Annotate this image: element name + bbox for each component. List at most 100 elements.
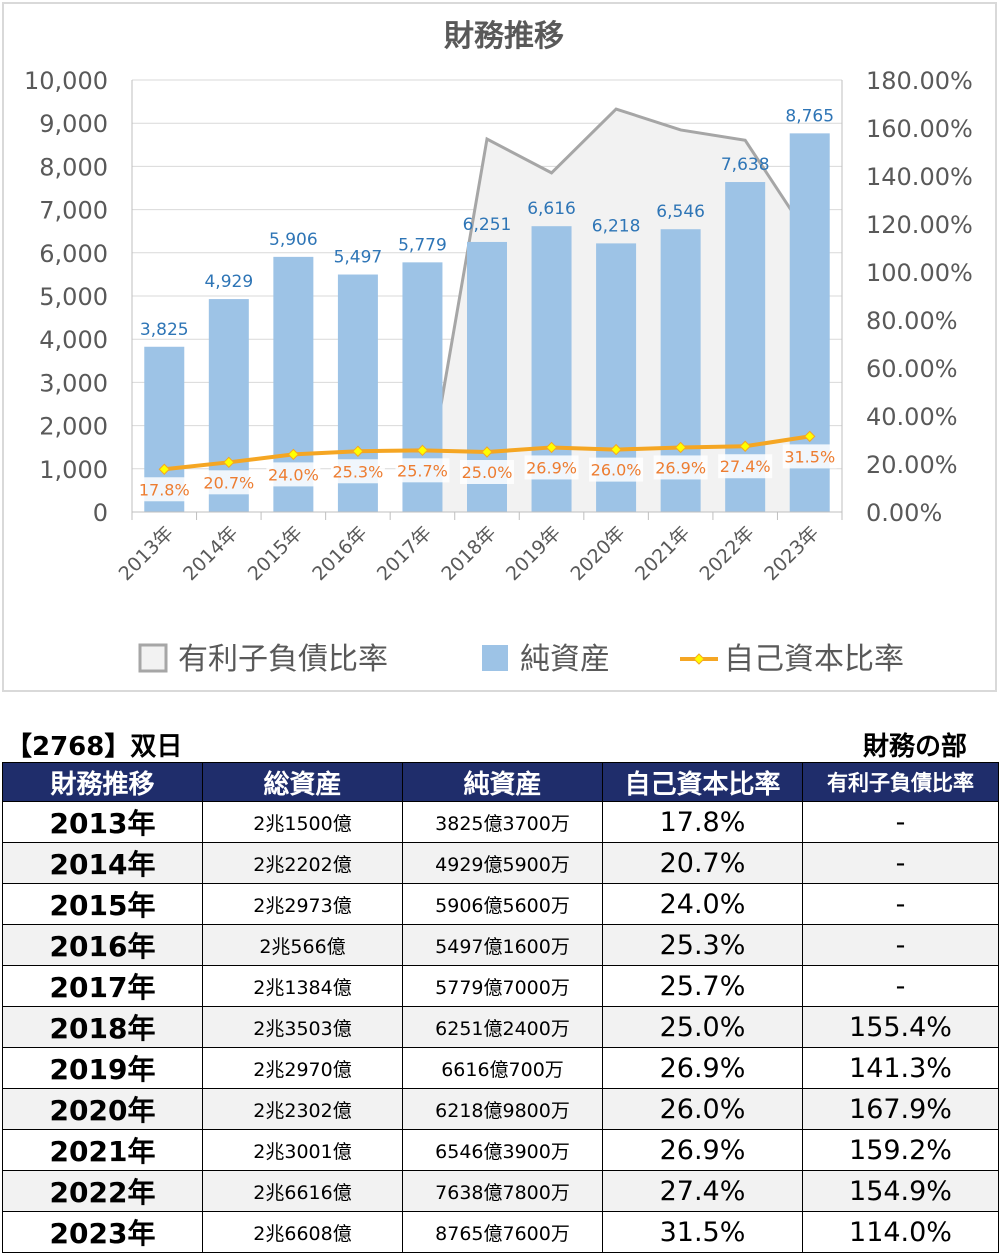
x-axis-tick-label: 2021年 xyxy=(631,522,694,585)
cell-year: 2020年 xyxy=(2,1088,203,1130)
legend-label-net-assets: 純資産 xyxy=(520,642,610,677)
cell-debt-ratio: - xyxy=(802,801,999,843)
cell-total-assets: 2兆6608億 xyxy=(202,1211,403,1253)
header-debt-ratio: 有利子負債比率 xyxy=(802,762,999,802)
cell-net-assets: 6251億2400万 xyxy=(402,1006,603,1048)
table-row: 2018年 2兆3503億 6251億2400万 25.0% 155.4% xyxy=(2,1006,999,1048)
table-row: 2023年 2兆6608億 8765億7600万 31.5% 114.0% xyxy=(2,1211,999,1253)
table-row: 2016年 2兆566億 5497億1600万 25.3% - xyxy=(2,924,999,966)
right-axis-tick-label: 100.00% xyxy=(866,259,973,287)
cell-debt-ratio: 167.9% xyxy=(802,1088,999,1130)
net-assets-data-label: 4,929 xyxy=(204,272,253,292)
equity-ratio-marker xyxy=(610,443,622,456)
cell-net-assets: 3825億3700万 xyxy=(402,801,603,843)
cell-net-assets: 8765億7600万 xyxy=(402,1211,603,1253)
equity-ratio-marker xyxy=(804,430,816,443)
right-axis-tick-label: 80.00% xyxy=(866,307,958,335)
x-axis-tick-label: 2015年 xyxy=(244,522,307,585)
left-axis-tick-label: 4,000 xyxy=(39,326,108,354)
x-axis-tick-label: 2019年 xyxy=(502,522,565,585)
financial-table: 財務推移 総資産 純資産 自己資本比率 有利子負債比率 2013年 2兆1500億… xyxy=(2,762,999,1253)
legend-marker-equity-ratio xyxy=(693,653,705,665)
table-row: 2013年 2兆1500億 3825億3700万 17.8% - xyxy=(2,801,999,843)
x-axis-tick-label: 2016年 xyxy=(308,522,371,585)
right-axis-tick-label: 120.00% xyxy=(866,211,973,239)
cell-total-assets: 2兆2970億 xyxy=(202,1047,403,1089)
equity-ratio-data-label: 17.8% xyxy=(139,480,190,499)
cell-equity-ratio: 27.4% xyxy=(602,1170,803,1212)
caption-row: 【2768】双日 財務の部 xyxy=(0,726,1001,762)
x-axis-tick-label: 2023年 xyxy=(760,522,823,585)
cell-year: 2018年 xyxy=(2,1006,203,1048)
cell-debt-ratio: - xyxy=(802,842,999,884)
cell-debt-ratio: 155.4% xyxy=(802,1006,999,1048)
equity-ratio-data-label: 25.3% xyxy=(332,462,383,481)
section-label: 財務の部 xyxy=(862,732,967,762)
equity-ratio-label-bg xyxy=(137,477,192,502)
table-row: 2020年 2兆2302億 6218億9800万 26.0% 167.9% xyxy=(2,1088,999,1130)
cell-year: 2022年 xyxy=(2,1170,203,1212)
cell-equity-ratio: 25.7% xyxy=(602,965,803,1007)
equity-ratio-label-bg xyxy=(201,470,256,495)
equity-ratio-marker xyxy=(545,441,558,454)
left-axis-tick-label: 7,000 xyxy=(39,197,108,225)
left-axis-tick-label: 1,000 xyxy=(39,456,108,484)
right-axis-tick-label: 0.00% xyxy=(866,499,942,527)
x-axis-tick-label: 2013年 xyxy=(115,522,178,585)
cell-net-assets: 5906億5600万 xyxy=(402,883,603,925)
cell-year: 2014年 xyxy=(2,842,203,884)
cell-total-assets: 2兆2973億 xyxy=(202,883,403,925)
left-axis-tick-label: 10,000 xyxy=(24,67,108,95)
cell-year: 2016年 xyxy=(2,924,203,966)
right-axis-tick-label: 160.00% xyxy=(866,115,973,143)
cell-debt-ratio: - xyxy=(802,883,999,925)
equity-ratio-marker xyxy=(739,440,751,452)
equity-ratio-label-bg xyxy=(524,455,579,480)
table-row: 2021年 2兆3001億 6546億3900万 26.9% 159.2% xyxy=(2,1129,999,1171)
cell-net-assets: 6546億3900万 xyxy=(402,1129,603,1171)
net-assets-data-label: 5,906 xyxy=(269,230,318,250)
x-axis-tick-label: 2017年 xyxy=(373,522,436,585)
cell-net-assets: 6218億9800万 xyxy=(402,1088,603,1130)
net-assets-data-label: 6,546 xyxy=(656,202,705,222)
cell-debt-ratio: 141.3% xyxy=(802,1047,999,1089)
equity-ratio-label-bg xyxy=(395,458,450,483)
cell-year: 2023年 xyxy=(2,1211,203,1253)
cell-equity-ratio: 26.9% xyxy=(602,1129,803,1171)
header-total-assets: 総資産 xyxy=(202,762,403,802)
cell-equity-ratio: 26.9% xyxy=(602,1047,803,1089)
debt-ratio-line xyxy=(420,107,811,513)
net-assets-data-label: 6,616 xyxy=(527,199,576,219)
equity-ratio-data-label: 25.0% xyxy=(462,463,513,482)
equity-ratio-data-label: 24.0% xyxy=(268,465,319,484)
x-axis-tick-label: 2014年 xyxy=(179,522,242,585)
cell-net-assets: 5779億7000万 xyxy=(402,965,603,1007)
right-axis-tick-label: 140.00% xyxy=(866,163,973,191)
equity-ratio-marker xyxy=(223,456,235,469)
net-assets-data-label: 5,779 xyxy=(398,235,447,255)
equity-ratio-label-bg xyxy=(460,460,514,484)
cell-equity-ratio: 20.7% xyxy=(602,842,803,884)
legend-label-equity-ratio: 自己資本比率 xyxy=(724,642,904,677)
cell-debt-ratio: 159.2% xyxy=(802,1129,999,1171)
header-net-assets: 純資産 xyxy=(402,762,603,802)
table-row: 2015年 2兆2973億 5906億5600万 24.0% - xyxy=(2,883,999,925)
header-equity-ratio: 自己資本比率 xyxy=(602,762,803,802)
cell-total-assets: 2兆3503億 xyxy=(202,1006,403,1048)
table-row: 2017年 2兆1384億 5779億7000万 25.7% - xyxy=(2,965,999,1007)
table-row: 2019年 2兆2970億 6616億700万 26.9% 141.3% xyxy=(2,1047,999,1089)
cell-equity-ratio: 24.0% xyxy=(602,883,803,925)
chart-frame: 財務推移 3,825 4,929 5,906 5,497 5,779 6,251 6,616… xyxy=(2,2,997,692)
cell-total-assets: 2兆3001億 xyxy=(202,1129,403,1171)
equity-ratio-data-label: 31.5% xyxy=(784,447,835,466)
left-axis-tick-label: 5,000 xyxy=(39,283,108,311)
equity-ratio-label-bg xyxy=(266,462,321,487)
net-assets-data-label: 8,765 xyxy=(785,106,834,126)
cell-total-assets: 2兆2302億 xyxy=(202,1088,403,1130)
left-axis-tick-label: 8,000 xyxy=(39,153,108,181)
equity-ratio-label-bg xyxy=(718,454,773,479)
left-axis-tick-label: 6,000 xyxy=(39,240,108,268)
cell-net-assets: 6616億700万 xyxy=(402,1047,603,1089)
equity-ratio-marker xyxy=(416,444,429,457)
legend-swatch-debt-ratio xyxy=(138,643,168,673)
